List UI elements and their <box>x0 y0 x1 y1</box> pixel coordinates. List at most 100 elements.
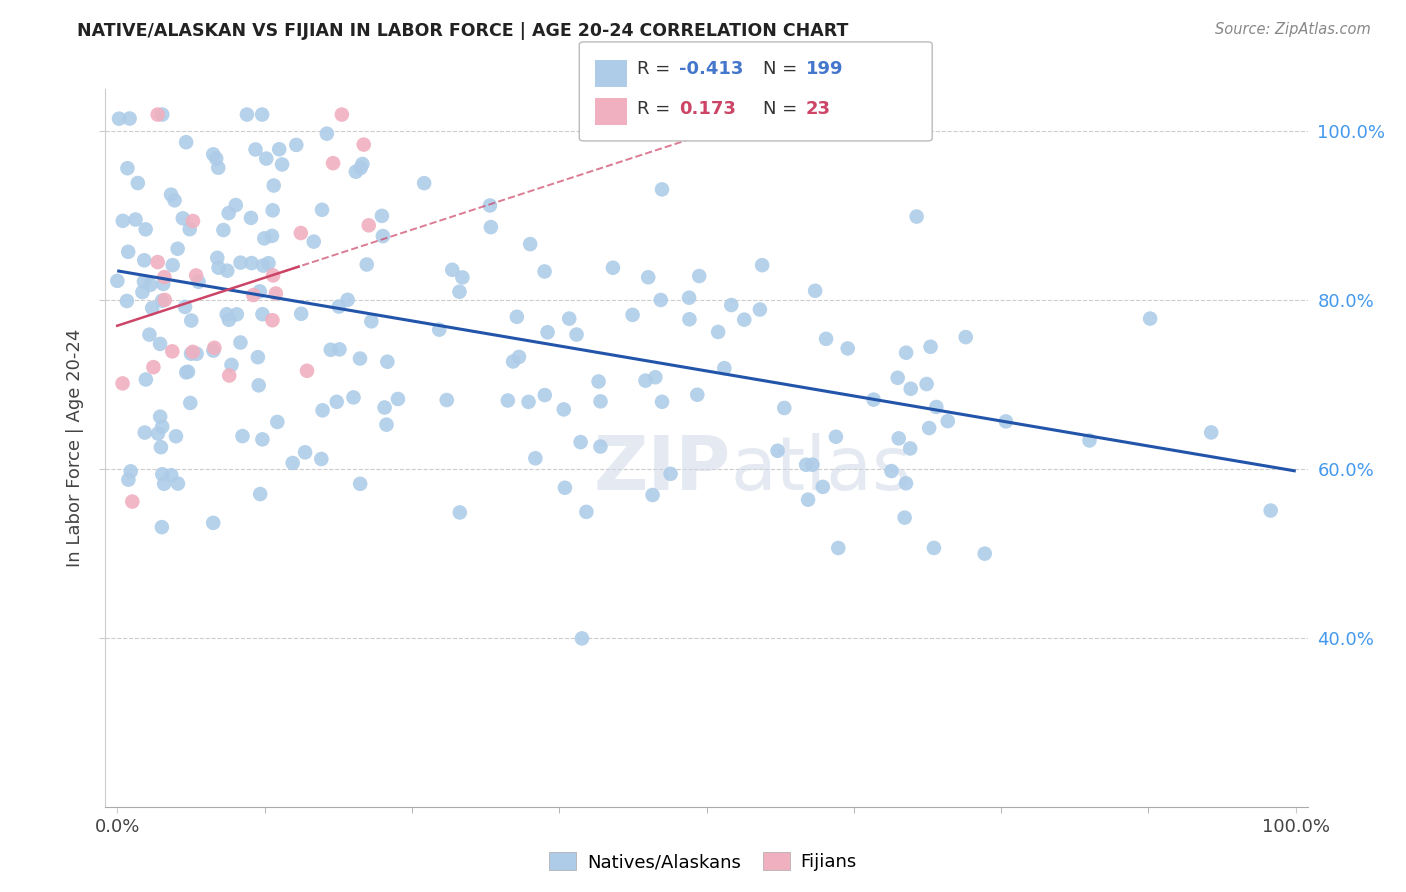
Point <box>925 400 948 414</box>
Point <box>524 451 547 466</box>
Point <box>519 237 541 252</box>
Point <box>221 358 243 372</box>
Point <box>644 370 666 384</box>
Point <box>575 505 598 519</box>
Point <box>150 419 173 434</box>
Point <box>336 293 359 307</box>
Point <box>330 107 353 121</box>
Point <box>553 402 575 417</box>
Point <box>801 458 824 472</box>
Point <box>659 467 682 481</box>
Point <box>751 258 773 272</box>
Point <box>311 403 333 417</box>
Point <box>202 341 225 355</box>
Point <box>479 220 502 235</box>
Point <box>165 429 187 443</box>
Point <box>186 347 208 361</box>
Point <box>215 307 238 321</box>
Point <box>319 343 342 357</box>
Point <box>153 270 176 285</box>
Point <box>295 364 318 378</box>
Point <box>973 547 995 561</box>
Point <box>825 430 848 444</box>
Point <box>111 376 134 391</box>
Point <box>328 300 350 314</box>
Point <box>413 176 436 190</box>
Point <box>260 228 283 243</box>
Point <box>115 293 138 308</box>
Point <box>651 182 673 196</box>
Point <box>360 314 382 328</box>
Point <box>827 541 849 555</box>
Point <box>804 284 827 298</box>
Point <box>252 433 274 447</box>
Point <box>302 235 325 249</box>
Point <box>174 365 197 379</box>
Point <box>621 308 644 322</box>
Text: atlas: atlas <box>731 434 911 507</box>
Point <box>225 198 247 212</box>
Point <box>218 313 240 327</box>
Point <box>898 442 921 456</box>
Point <box>252 259 274 273</box>
Point <box>225 307 247 321</box>
Point <box>229 335 252 350</box>
Point <box>142 360 165 375</box>
Point <box>1199 425 1222 440</box>
Point <box>179 396 201 410</box>
Text: -0.413: -0.413 <box>679 60 744 78</box>
Point <box>375 355 398 369</box>
Point <box>187 275 209 289</box>
Point <box>135 372 157 386</box>
Point <box>533 388 555 402</box>
Point <box>837 342 859 356</box>
Point <box>994 414 1017 428</box>
Point <box>533 264 555 278</box>
Point <box>1078 434 1101 448</box>
Point <box>134 253 156 268</box>
Point <box>134 425 156 440</box>
Point <box>506 310 529 324</box>
Legend: Natives/Alaskans, Fijians: Natives/Alaskans, Fijians <box>541 845 865 879</box>
Point <box>262 268 284 283</box>
Point <box>880 464 903 478</box>
Point <box>150 293 173 308</box>
Point <box>177 365 200 379</box>
Point <box>254 152 277 166</box>
Point <box>502 354 524 368</box>
Point <box>887 431 910 445</box>
Point <box>748 302 770 317</box>
Point <box>266 415 288 429</box>
Text: ZIP: ZIP <box>593 434 731 507</box>
Point <box>153 476 176 491</box>
Point <box>146 107 169 121</box>
Point <box>262 313 284 327</box>
Point <box>905 210 928 224</box>
Point <box>794 458 817 472</box>
Point <box>344 164 367 178</box>
Point <box>262 203 284 218</box>
Point <box>1139 311 1161 326</box>
Point <box>634 374 657 388</box>
Point <box>294 445 316 459</box>
Text: 0.173: 0.173 <box>679 100 735 118</box>
Point <box>678 291 700 305</box>
Point <box>269 142 291 156</box>
Point <box>720 298 742 312</box>
Point <box>290 307 312 321</box>
Point <box>357 219 380 233</box>
Point <box>150 467 173 482</box>
Point <box>773 401 796 415</box>
Text: N =: N = <box>763 60 803 78</box>
Point <box>356 258 378 272</box>
Point <box>141 301 163 315</box>
Point <box>374 401 396 415</box>
Point <box>349 476 371 491</box>
Text: R =: R = <box>637 60 676 78</box>
Point <box>181 214 204 228</box>
Text: NATIVE/ALASKAN VS FIJIAN IN LABOR FORCE | AGE 20-24 CORRELATION CHART: NATIVE/ALASKAN VS FIJIAN IN LABOR FORCE … <box>77 22 849 40</box>
Point <box>149 409 172 424</box>
Point <box>536 325 558 339</box>
Point <box>1260 503 1282 517</box>
Point <box>174 300 197 314</box>
